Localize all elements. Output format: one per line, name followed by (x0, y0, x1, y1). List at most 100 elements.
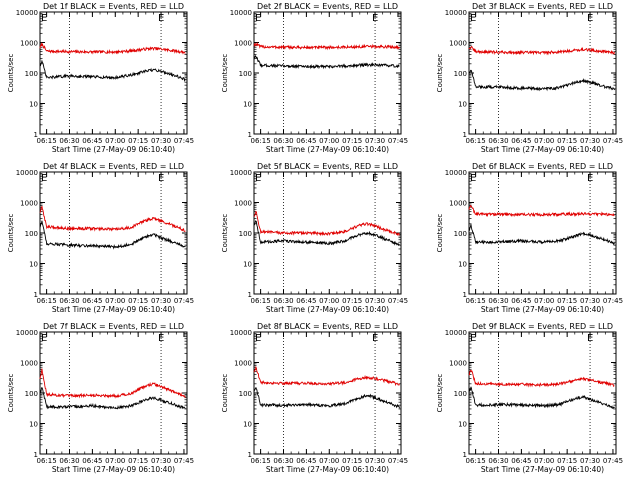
x-tick-label: 07:45 (388, 457, 408, 465)
x-tick-label: 06:30 (59, 457, 79, 465)
x-tick-label: 06:45 (511, 457, 531, 465)
series-line-lld (253, 41, 400, 51)
y-tick-label: 10000 (445, 9, 467, 17)
y-axis-label: Counts/sec (7, 374, 15, 413)
chart-title: Det 7f BLACK = Events, RED = LLD (43, 322, 184, 331)
event-marker-label: E (470, 333, 476, 344)
x-tick-label: 07:45 (603, 137, 623, 145)
x-tick-label: 06:30 (488, 137, 508, 145)
x-axis-label: Start Time (27-May-09 06:10:40) (481, 145, 604, 154)
y-tick-label: 10000 (230, 169, 252, 177)
y-tick-label: 100 (454, 390, 467, 398)
chart-title: Det 8f BLACK = Events, RED = LLD (257, 322, 398, 331)
x-tick-label: 07:30 (580, 457, 600, 465)
x-tick-label: 06:15 (466, 457, 486, 465)
x-axis-label: Start Time (27-May-09 06:10:40) (52, 465, 175, 474)
chart-panel-6: Det 6f BLACK = Events, RED = LLD 1 10 100 10… (436, 162, 623, 314)
x-tick-label: 07:30 (580, 137, 600, 145)
y-tick-label: 100 (239, 70, 252, 78)
chart-panel-7: Det 7f BLACK = Events, RED = LLD 1 10 100 10… (7, 322, 194, 474)
x-axis-label: Start Time (27-May-09 06:10:40) (481, 305, 604, 314)
series-line-events (39, 220, 186, 250)
y-tick-label: 10 (458, 101, 467, 109)
y-axis-label: Counts/sec (436, 54, 444, 93)
y-tick-label: 100 (454, 230, 467, 238)
y-axis-label: Counts/sec (436, 374, 444, 413)
y-tick-label: 10 (243, 261, 252, 269)
series-line-lld (253, 210, 400, 237)
plot-frame (39, 331, 188, 455)
x-tick-label: 07:15 (557, 297, 577, 305)
x-axis-label: Start Time (27-May-09 06:10:40) (481, 465, 604, 474)
event-marker-label: E (158, 173, 164, 184)
chart-title: Det 3f BLACK = Events, RED = LLD (472, 2, 613, 11)
x-tick-label: 07:30 (580, 297, 600, 305)
y-tick-label: 10 (243, 421, 252, 429)
x-tick-label: 07:30 (151, 457, 171, 465)
y-tick-label: 1000 (449, 200, 467, 208)
y-tick-label: 10 (243, 101, 252, 109)
x-tick-label: 06:15 (466, 137, 486, 145)
x-tick-label: 07:30 (365, 457, 385, 465)
series-line-lld (39, 42, 186, 55)
plot-frame (253, 331, 402, 455)
series-line-events (39, 59, 186, 82)
chart-title: Det 4f BLACK = Events, RED = LLD (43, 162, 184, 171)
event-marker-label: E (372, 173, 378, 184)
event-marker-label: E (255, 333, 261, 344)
x-tick-label: 06:45 (296, 137, 316, 145)
x-tick-label: 06:30 (488, 297, 508, 305)
series-line-lld (468, 369, 615, 388)
y-tick-label: 1 (463, 291, 467, 299)
x-tick-label: 07:30 (151, 137, 171, 145)
event-marker-label: E (255, 13, 261, 24)
plot-frame (468, 171, 617, 295)
y-tick-label: 1000 (449, 360, 467, 368)
y-tick-label: 10000 (230, 9, 252, 17)
chart-panel-2: Det 2f BLACK = Events, RED = LLD 1 10 100 10… (221, 2, 408, 154)
y-axis-label: Counts/sec (221, 374, 229, 413)
y-tick-label: 10 (29, 261, 38, 269)
chart-panel-4: Det 4f BLACK = Events, RED = LLD 1 10 100 10… (7, 162, 194, 314)
y-tick-label: 10000 (16, 169, 38, 177)
y-tick-label: 10000 (445, 169, 467, 177)
x-axis-label: Start Time (27-May-09 06:10:40) (52, 305, 175, 314)
x-tick-label: 07:00 (105, 457, 125, 465)
y-tick-label: 1 (34, 451, 38, 459)
y-tick-label: 1 (34, 291, 38, 299)
x-tick-label: 07:00 (534, 457, 554, 465)
x-tick-label: 07:00 (319, 297, 339, 305)
x-tick-label: 06:45 (511, 297, 531, 305)
y-tick-label: 1 (248, 451, 252, 459)
x-tick-label: 07:00 (534, 297, 554, 305)
y-tick-label: 100 (25, 390, 38, 398)
y-tick-label: 100 (239, 230, 252, 238)
x-axis-label: Start Time (27-May-09 06:10:40) (266, 145, 389, 154)
event-marker-label: E (587, 333, 593, 344)
series-line-lld (468, 45, 615, 56)
x-tick-label: 07:30 (365, 137, 385, 145)
event-marker-label: E (587, 13, 593, 24)
series-line-events (468, 386, 615, 410)
x-tick-label: 07:30 (365, 297, 385, 305)
y-tick-label: 1000 (234, 360, 252, 368)
chart-title: Det 6f BLACK = Events, RED = LLD (472, 162, 613, 171)
x-tick-label: 07:00 (105, 137, 125, 145)
x-tick-label: 06:30 (59, 297, 79, 305)
x-axis-label: Start Time (27-May-09 06:10:40) (266, 465, 389, 474)
x-tick-label: 06:15 (37, 457, 57, 465)
y-axis-label: Counts/sec (7, 54, 15, 93)
x-tick-label: 06:30 (488, 457, 508, 465)
y-tick-label: 10000 (16, 329, 38, 337)
plot-frame (39, 171, 188, 295)
chart-panel-1: Det 1f BLACK = Events, RED = LLD 1 10 100 10… (7, 2, 194, 154)
series-line-events (468, 224, 615, 246)
y-tick-label: 100 (239, 390, 252, 398)
y-tick-label: 1000 (20, 40, 38, 48)
y-tick-label: 1000 (20, 200, 38, 208)
series-line-lld (39, 206, 186, 233)
x-tick-label: 07:15 (342, 297, 362, 305)
series-line-events (468, 69, 615, 92)
x-tick-label: 06:15 (251, 457, 271, 465)
chart-title: Det 1f BLACK = Events, RED = LLD (43, 2, 184, 11)
